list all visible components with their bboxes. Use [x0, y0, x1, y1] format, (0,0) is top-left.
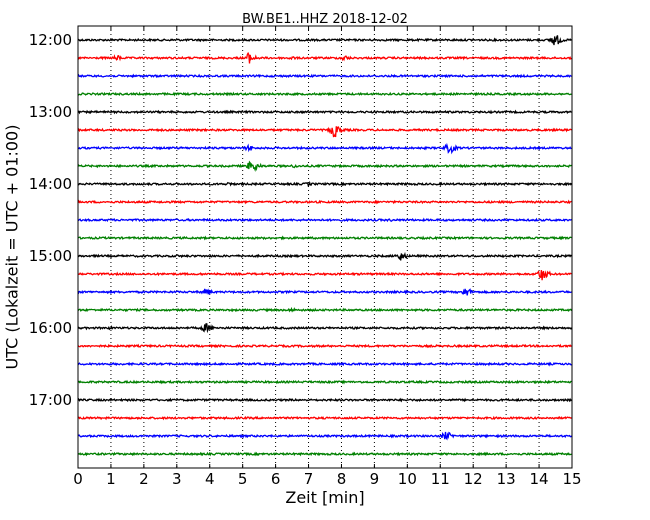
- y-tick-label: 12:00: [29, 31, 72, 49]
- trace-15:00: [77, 251, 572, 261]
- trace-15:45: [77, 306, 573, 313]
- trace-14:15: [77, 199, 572, 205]
- y-tick-label: 17:00: [29, 391, 72, 409]
- trace-12:15: [77, 51, 572, 64]
- plot-frame: [77, 25, 573, 469]
- trace-12:45: [77, 91, 572, 97]
- x-tick-label: 8: [337, 470, 347, 488]
- grid: [110, 26, 540, 468]
- trace-17:30: [77, 431, 573, 441]
- y-tick-label: 16:00: [29, 319, 72, 337]
- trace-14:30: [77, 217, 572, 223]
- trace-17:15: [77, 415, 572, 421]
- x-tick-label: 10: [398, 470, 417, 488]
- trace-13:00: [77, 109, 572, 115]
- x-tick-label: 5: [238, 470, 248, 488]
- trace-16:15: [77, 343, 572, 349]
- x-tick-label: 14: [530, 470, 549, 488]
- trace-12:00: [77, 35, 572, 46]
- x-tick-label: 12: [464, 470, 483, 488]
- trace-17:45: [77, 451, 572, 457]
- x-tick-label: 4: [205, 470, 215, 488]
- x-tick-label: 9: [370, 470, 380, 488]
- trace-16:00: [77, 323, 572, 334]
- trace-14:45: [77, 235, 572, 241]
- trace-17:00: [77, 397, 573, 403]
- y-tick-label: 14:00: [29, 175, 72, 193]
- x-tick-label: 11: [431, 470, 450, 488]
- x-tick-label: 2: [139, 470, 149, 488]
- x-tick-label: 6: [271, 470, 281, 488]
- trace-15:15: [77, 270, 572, 281]
- chart-title: BW.BE1..HHZ 2018-12-02: [242, 12, 408, 27]
- x-tick-label: 1: [106, 470, 116, 488]
- x-axis-label: Zeit [min]: [285, 488, 365, 507]
- trace-16:45: [77, 379, 572, 385]
- y-tick-label: 13:00: [29, 103, 72, 121]
- trace-15:30: [77, 288, 572, 296]
- trace-14:00: [77, 180, 573, 188]
- x-tick-label: 0: [73, 470, 83, 488]
- axes: 0 1 2 3 4 5 6 7 8 9 10 11 12 13 14 1512:0013:0014:0015:…: [29, 25, 582, 488]
- y-tick-label: 15:00: [29, 247, 72, 265]
- x-tick-label: 15: [562, 470, 581, 488]
- trace-13:15: [77, 126, 572, 138]
- y-axis-label: UTC (Lokalzeit = UTC + 01:00): [2, 124, 22, 370]
- trace-13:45: [77, 160, 572, 172]
- trace-16:30: [77, 361, 572, 367]
- x-tick-label: 7: [304, 470, 314, 488]
- x-tick-label: 3: [172, 470, 182, 488]
- trace-12:30: [77, 73, 572, 79]
- trace-13:30: [77, 142, 572, 155]
- traces: [77, 35, 573, 457]
- x-tick-label: 13: [497, 470, 516, 488]
